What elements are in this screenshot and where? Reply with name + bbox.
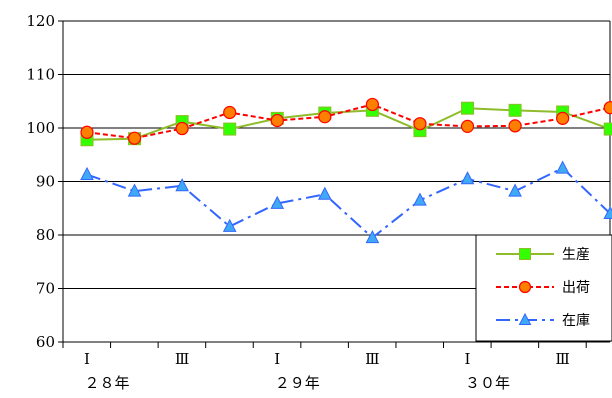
data-point xyxy=(127,183,142,197)
y-tick-label-90: 90 xyxy=(36,173,55,191)
data-point xyxy=(318,110,332,124)
legend-label-1: 出荷 xyxy=(562,280,590,296)
x-tick-label: Ⅲ xyxy=(555,350,569,368)
data-point xyxy=(460,119,475,133)
data-point xyxy=(603,101,612,115)
legend-label-2: 在庫 xyxy=(562,312,590,329)
data-point xyxy=(556,111,570,125)
data-point xyxy=(365,97,379,112)
data-point xyxy=(270,195,285,209)
series-0 xyxy=(80,101,612,147)
data-point xyxy=(603,205,612,220)
x-year-label: ３０年 xyxy=(465,374,510,392)
data-point xyxy=(80,125,94,139)
data-point xyxy=(80,166,94,180)
y-tick-label-80: 80 xyxy=(36,226,55,244)
y-tick-label-60: 60 xyxy=(36,333,55,351)
y-tick-label-120: 120 xyxy=(26,12,55,30)
data-point xyxy=(460,171,475,185)
legend-marker-1 xyxy=(518,280,532,294)
y-tick-label-110: 110 xyxy=(26,66,55,84)
data-point xyxy=(175,178,189,192)
legend-label-0: 生産 xyxy=(562,247,590,263)
x-year-label: ２８年 xyxy=(84,374,129,392)
x-year-label: ２９年 xyxy=(275,374,320,392)
data-point xyxy=(555,160,570,174)
data-point xyxy=(365,229,380,244)
data-point xyxy=(508,103,522,117)
series-2 xyxy=(80,160,612,244)
series xyxy=(80,97,612,244)
y-tick-labels: 60 70 80 90 100 110 120 xyxy=(26,12,55,351)
data-point xyxy=(270,113,284,128)
series-line-2 xyxy=(86,166,611,239)
data-point xyxy=(223,105,237,120)
series-1 xyxy=(80,97,612,145)
x-tick-labels: Ⅰ Ⅲ Ⅰ Ⅲ Ⅰ Ⅲ ２８年 ２９年 ３０年 xyxy=(84,350,570,392)
data-point xyxy=(508,183,522,197)
x-tick-label: Ⅲ xyxy=(365,350,379,368)
y-tick-label-70: 70 xyxy=(36,280,55,298)
series-line-1 xyxy=(86,103,611,140)
legend-marker-2 xyxy=(518,312,532,326)
data-point xyxy=(461,101,475,115)
x-tick-label: Ⅰ xyxy=(84,350,90,368)
data-point xyxy=(508,119,522,133)
data-point xyxy=(175,121,189,136)
x-tick-label: Ⅲ xyxy=(175,350,189,368)
legend-marker-0 xyxy=(519,248,531,260)
data-point xyxy=(413,192,427,206)
series-line-0 xyxy=(86,107,611,141)
data-point xyxy=(223,122,237,136)
data-point xyxy=(318,186,332,200)
x-tick-label: Ⅰ xyxy=(465,350,471,368)
y-tick-label-100: 100 xyxy=(26,119,55,137)
data-point xyxy=(222,218,237,232)
data-point xyxy=(603,122,612,136)
data-point xyxy=(127,131,142,145)
x-tick-label: Ⅰ xyxy=(274,350,280,368)
data-point xyxy=(413,117,427,131)
